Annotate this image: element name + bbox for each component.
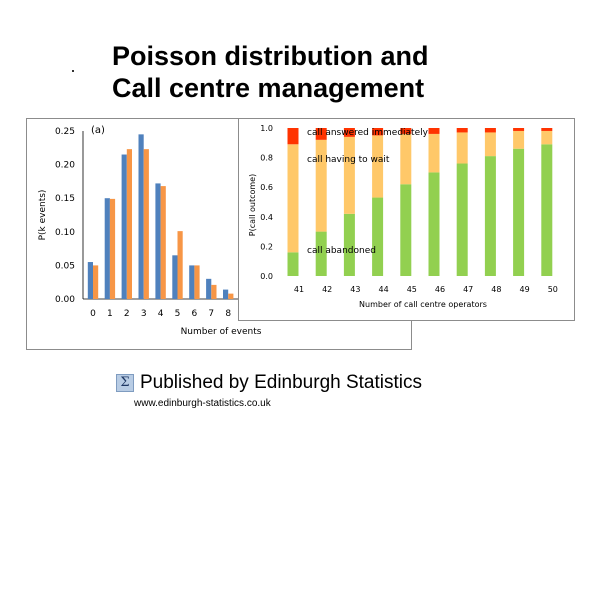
- title-line-2: Call centre management: [112, 73, 425, 103]
- call-outcome-chart-panel: 0.0 0.2 0.4 0.6 0.8 1.0 41 42 43 44 45 46 47 48 49 50 ca…: [238, 118, 575, 321]
- x-axis-label: Number of call centre operators: [359, 300, 487, 309]
- x-tick-label: 44: [379, 285, 389, 294]
- stack-47-series-1: [456, 132, 468, 164]
- stack-50-series-1: [541, 130, 553, 145]
- bar-0-series-1: [93, 265, 99, 299]
- stack-48-series-2: [484, 128, 496, 133]
- publisher-line: Σ Published by Edinburgh Statistics: [116, 372, 422, 394]
- x-tick-label: 47: [463, 285, 473, 294]
- bar-8-series-0: [223, 289, 229, 299]
- bar-1-series-0: [104, 198, 110, 299]
- stack-47-series-0: [456, 163, 468, 276]
- y-tick-label: 0.4: [260, 213, 273, 222]
- bar-0-series-0: [87, 262, 93, 299]
- series-label-abandoned: call abandoned: [307, 246, 376, 256]
- page-title: Poisson distribution and Call centre man…: [112, 40, 532, 104]
- poisson-chart: 0.00 0.05 0.10 0.15 0.20 0.25 0 1 2 3 4 5 6 7 8 (a) Numb…: [38, 125, 411, 337]
- x-tick-label: 43: [350, 285, 360, 294]
- bar-4-series-1: [160, 186, 166, 299]
- stack-42-series-1: [315, 139, 327, 232]
- stack-46-series-1: [428, 133, 440, 173]
- stack-42-series-2: [315, 128, 327, 140]
- y-tick-label: 0.05: [55, 261, 75, 271]
- x-tick-label: 0: [90, 309, 96, 319]
- x-tick-label: 48: [491, 285, 501, 294]
- stack-43-series-1: [343, 136, 355, 214]
- x-tick-label: 3: [141, 309, 147, 319]
- bar-1-series-1: [109, 198, 116, 299]
- stack-50-series-0: [541, 144, 553, 276]
- bar-8-series-1: [228, 293, 234, 299]
- bar-3-series-1: [143, 149, 149, 299]
- y-tick-label: 0.10: [55, 228, 75, 238]
- bar-6-series-1: [194, 265, 200, 299]
- bar-7-series-0: [206, 278, 212, 299]
- stack-41-series-1: [287, 144, 299, 253]
- stack-42-series-0: [315, 231, 327, 276]
- bar-5-series-1: [177, 231, 183, 299]
- bar-4-series-0: [155, 183, 161, 299]
- stack-45-series-2: [400, 128, 412, 134]
- y-axis-label: P(call outcome): [248, 174, 257, 236]
- stack-49-series-0: [513, 148, 525, 276]
- bar-7-series-1: [211, 284, 217, 299]
- stack-48-series-1: [484, 132, 496, 157]
- x-tick-label: 2: [124, 309, 130, 319]
- x-tick-label: 1: [107, 309, 113, 319]
- x-tick-label: 6: [192, 309, 198, 319]
- y-tick-label: 0.8: [260, 154, 273, 163]
- bar-5-series-0: [172, 255, 178, 299]
- x-tick-label: 46: [435, 285, 445, 294]
- x-tick-label: 42: [322, 285, 332, 294]
- stack-48-series-0: [484, 156, 496, 276]
- stack-44-series-1: [372, 135, 384, 198]
- stack-49-series-2: [513, 128, 525, 131]
- bar-6-series-0: [189, 265, 195, 299]
- x-axis-label: Number of events: [181, 327, 262, 337]
- y-tick-label: 0.00: [55, 295, 75, 305]
- stack-43-series-2: [343, 128, 355, 137]
- publisher-text: Published by Edinburgh Statistics: [140, 372, 422, 393]
- stack-45-series-0: [400, 184, 412, 276]
- x-tick-label: 7: [208, 309, 214, 319]
- x-tick-label: 45: [407, 285, 417, 294]
- x-tick-label: 41: [294, 285, 304, 294]
- call-outcome-chart: 0.0 0.2 0.4 0.6 0.8 1.0 41 42 43 44 45 46 47 48 49 50 ca…: [248, 124, 558, 309]
- stack-41-series-2: [287, 128, 299, 145]
- stack-41-series-0: [287, 252, 299, 276]
- y-tick-label: 0.6: [260, 183, 273, 192]
- bar-2-series-1: [126, 149, 132, 299]
- x-tick-label: 8: [225, 309, 231, 319]
- x-tick-label: 50: [548, 285, 558, 294]
- stack-47-series-2: [456, 128, 468, 133]
- x-tick-label: 49: [520, 285, 530, 294]
- stack-46-series-2: [428, 128, 440, 134]
- y-tick-label: 0.15: [55, 194, 75, 204]
- stack-43-series-0: [343, 213, 355, 276]
- bar-2-series-0: [121, 154, 127, 299]
- stack-49-series-1: [513, 130, 525, 149]
- chart-annotation: (a): [91, 125, 105, 136]
- title-line-1: Poisson distribution and: [112, 41, 429, 71]
- series-label-wait: call having to wait: [307, 155, 390, 165]
- stack-45-series-1: [400, 133, 412, 185]
- stack-44-series-0: [372, 197, 384, 276]
- y-tick-label: 0.2: [260, 242, 273, 251]
- y-tick-label: 0.20: [55, 161, 75, 171]
- y-tick-label: 0.0: [260, 272, 273, 281]
- stack-46-series-0: [428, 172, 440, 276]
- y-tick-label: 1.0: [260, 124, 273, 133]
- stack-44-series-2: [372, 128, 384, 136]
- website-url[interactable]: www.edinburgh-statistics.co.uk: [134, 398, 271, 409]
- y-axis-label: P(k events): [38, 190, 48, 241]
- series-label-answered: call answered immediately: [307, 128, 429, 138]
- sigma-icon: Σ: [116, 374, 134, 392]
- x-tick-label: 4: [158, 309, 164, 319]
- x-tick-label: 5: [175, 309, 181, 319]
- y-tick-label: 0.25: [55, 127, 75, 137]
- stack-50-series-2: [541, 128, 553, 131]
- stray-dot: [72, 70, 74, 72]
- bar-3-series-0: [138, 134, 144, 299]
